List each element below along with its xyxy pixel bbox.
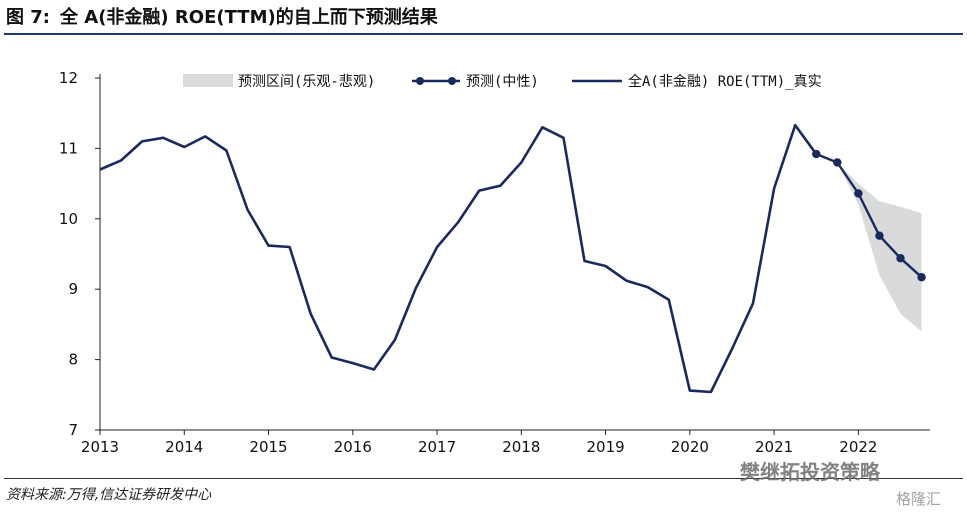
- legend-swatch-band: [183, 74, 233, 87]
- x-tick-label: 2020: [671, 438, 709, 456]
- legend-label-forecast: 预测(中性): [466, 74, 539, 90]
- y-tick-label: 8: [68, 351, 78, 369]
- gelonghui-watermark: 格隆汇: [896, 490, 942, 508]
- y-tick-label: 11: [59, 139, 78, 157]
- forecast-band-layer: [816, 154, 922, 332]
- forecast-point: [875, 231, 884, 240]
- x-tick-label: 2021: [755, 438, 793, 456]
- x-tick-label: 2022: [839, 438, 877, 456]
- figure-title: 图 7: 全 A(非金融) ROE(TTM)的自上而下预测结果: [6, 4, 961, 32]
- forecast-point: [812, 149, 821, 159]
- x-tick-label: 2017: [418, 438, 456, 456]
- legend-label-band: 预测区间(乐观-悲观): [238, 73, 375, 90]
- x-tick-label: 2016: [334, 438, 372, 456]
- x-tick-label: 2018: [502, 438, 540, 456]
- chart-legend: 预测区间(乐观-悲观) 预测(中性) 全A(非金融) ROE(TTM)_真实: [183, 73, 822, 90]
- x-tick-label: 2015: [249, 438, 287, 456]
- actual-roe-line: [99, 123, 818, 394]
- forecast-point: [833, 158, 842, 167]
- legend-label-actual: 全A(非金融) ROE(TTM)_真实: [628, 73, 822, 90]
- y-tick-label: 10: [59, 210, 78, 228]
- title-divider: [4, 33, 963, 35]
- x-tick-label: 2019: [586, 438, 624, 456]
- chart-axes: 7 8 9 10 11 12 2013 2014 2015 2016 2017 2018 2019 202…: [59, 69, 930, 456]
- source-divider: [4, 478, 963, 479]
- x-tick-label: 2013: [81, 438, 119, 456]
- legend-marker-forecast: [448, 77, 456, 85]
- series-lines-layer: [99, 123, 926, 394]
- y-tick-label: 9: [68, 280, 78, 298]
- forecast-point: [917, 273, 926, 282]
- y-tick-label: 7: [68, 421, 78, 439]
- forecast-point: [854, 189, 863, 198]
- wechat-watermark: 樊继拓投资策略: [740, 460, 880, 484]
- figure-title-text: 全 A(非金融) ROE(TTM)的自上而下预测结果: [60, 7, 438, 28]
- source-note: 资料来源:万得,信达证券研发中心: [6, 487, 212, 503]
- forecast-point: [896, 254, 905, 263]
- y-tick-label: 12: [59, 69, 78, 87]
- figure-label: 图 7:: [6, 7, 50, 28]
- forecast-range-band: [816, 154, 922, 332]
- x-tick-label: 2014: [165, 438, 203, 456]
- legend-marker-forecast: [416, 77, 424, 85]
